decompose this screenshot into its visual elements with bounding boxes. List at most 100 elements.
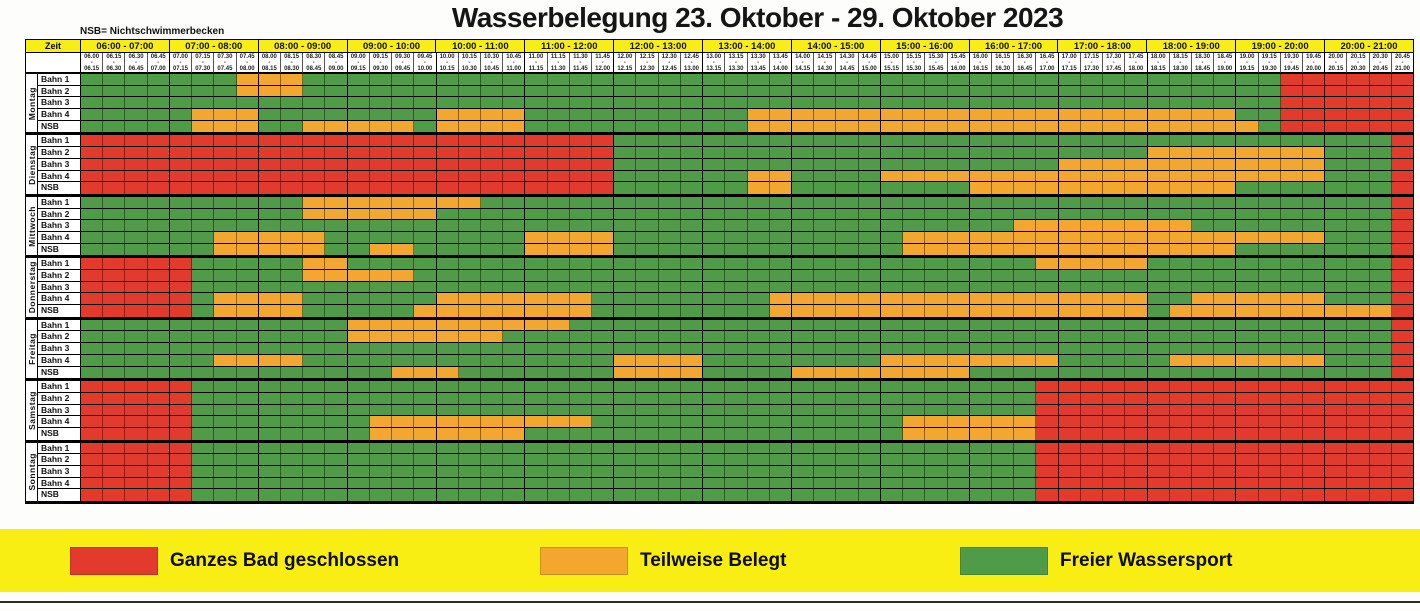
schedule-cell bbox=[725, 170, 748, 182]
schedule-cell bbox=[792, 381, 815, 392]
schedule-cell bbox=[258, 97, 281, 109]
schedule-cell bbox=[1103, 231, 1126, 243]
schedule-cell bbox=[169, 158, 193, 170]
schedule-cell bbox=[1058, 147, 1081, 158]
schedule-cell bbox=[836, 158, 859, 170]
schedule-cell bbox=[1169, 489, 1192, 502]
schedule-cell bbox=[1103, 135, 1126, 147]
schedule-cell bbox=[192, 281, 215, 293]
schedule-cell bbox=[1147, 147, 1170, 158]
schedule-cell bbox=[458, 231, 481, 243]
schedule-cell bbox=[1147, 477, 1170, 489]
schedule-cell bbox=[503, 208, 526, 220]
schedule-cell bbox=[125, 366, 148, 379]
schedule-cell bbox=[147, 208, 170, 220]
schedule-cell bbox=[1369, 220, 1392, 231]
schedule-cell bbox=[1080, 158, 1104, 170]
schedule-cell bbox=[169, 135, 193, 147]
schedule-cell bbox=[814, 231, 837, 243]
schedule-cell bbox=[525, 442, 548, 454]
schedule-cell bbox=[369, 454, 393, 465]
time-slot-header: 10.15-10.30 bbox=[458, 53, 481, 73]
schedule-cell bbox=[1391, 109, 1414, 120]
schedule-cell bbox=[436, 120, 459, 133]
hour-header-cell: 08:00 - 09:00 bbox=[258, 39, 348, 53]
schedule-cell bbox=[1036, 466, 1059, 477]
schedule-cell bbox=[1280, 74, 1304, 85]
schedule-cell bbox=[592, 305, 615, 317]
schedule-cell bbox=[592, 442, 615, 454]
schedule-cell bbox=[614, 170, 637, 182]
schedule-cell bbox=[1258, 208, 1281, 220]
schedule-cell bbox=[414, 220, 437, 231]
schedule-cell bbox=[858, 477, 881, 489]
schedule-cell bbox=[658, 392, 681, 404]
schedule-cell bbox=[325, 343, 348, 354]
schedule-cell bbox=[1236, 281, 1259, 293]
schedule-cell bbox=[814, 442, 837, 454]
schedule-cell bbox=[1191, 477, 1215, 489]
time-slot-header: 15.45-16.00 bbox=[947, 53, 970, 73]
schedule-cell bbox=[480, 442, 504, 454]
schedule-cell bbox=[436, 477, 459, 489]
schedule-cell bbox=[525, 466, 548, 477]
occupancy-strip bbox=[81, 158, 1414, 170]
lane-row: Bahn 1 bbox=[38, 442, 1414, 455]
schedule-cell bbox=[947, 466, 970, 477]
schedule-cell bbox=[103, 354, 126, 366]
time-slot-header: 13.00-13.15 bbox=[703, 53, 726, 73]
schedule-cell bbox=[1258, 366, 1281, 379]
schedule-cell bbox=[436, 220, 459, 231]
schedule-cell bbox=[280, 270, 304, 281]
schedule-cell bbox=[1169, 416, 1192, 427]
schedule-cell bbox=[1103, 270, 1126, 281]
schedule-cell bbox=[169, 331, 193, 343]
schedule-cell bbox=[436, 147, 459, 158]
schedule-cell bbox=[1125, 489, 1148, 502]
schedule-cell bbox=[503, 454, 526, 465]
schedule-cell bbox=[769, 331, 792, 343]
schedule-cell bbox=[747, 293, 770, 305]
schedule-cell bbox=[614, 305, 637, 317]
schedule-cell bbox=[169, 231, 193, 243]
schedule-cell bbox=[969, 231, 992, 243]
schedule-cell bbox=[725, 454, 748, 465]
schedule-cell bbox=[125, 416, 148, 427]
schedule-cell bbox=[569, 293, 593, 305]
time-slot-header: 15.15-15.30 bbox=[903, 53, 926, 73]
schedule-cell bbox=[858, 354, 881, 366]
schedule-cell bbox=[680, 281, 704, 293]
schedule-cell bbox=[1125, 281, 1148, 293]
legend-label: Freier Wassersport bbox=[1060, 549, 1233, 571]
schedule-cell bbox=[1303, 120, 1326, 133]
schedule-cell bbox=[991, 270, 1015, 281]
schedule-cell bbox=[636, 466, 659, 477]
schedule-cell bbox=[1280, 120, 1304, 133]
schedule-cell bbox=[747, 319, 770, 331]
schedule-cell bbox=[747, 243, 770, 256]
zeit-header-cell: Zeit bbox=[25, 39, 81, 53]
schedule-cell bbox=[836, 454, 859, 465]
schedule-cell bbox=[1391, 489, 1414, 502]
schedule-cell bbox=[703, 109, 726, 120]
schedule-cell bbox=[658, 477, 681, 489]
schedule-cell bbox=[1280, 305, 1304, 317]
time-slot-header: 16.00-16.15 bbox=[969, 53, 992, 73]
schedule-cell bbox=[1036, 220, 1059, 231]
schedule-cell bbox=[1236, 243, 1259, 256]
schedule-cell bbox=[325, 170, 348, 182]
lane-label: NSB bbox=[38, 366, 81, 379]
hour-header-cell: 12:00 - 13:00 bbox=[614, 39, 704, 53]
schedule-cell bbox=[436, 366, 459, 379]
schedule-cell bbox=[81, 208, 104, 220]
lane-row: NSB bbox=[38, 489, 1414, 502]
schedule-cell bbox=[236, 270, 259, 281]
schedule-cell bbox=[725, 305, 748, 317]
schedule-cell bbox=[1036, 305, 1059, 317]
schedule-cell bbox=[836, 442, 859, 454]
schedule-cell bbox=[680, 331, 704, 343]
schedule-cell bbox=[569, 243, 593, 256]
schedule-cell bbox=[303, 343, 326, 354]
schedule-cell bbox=[925, 281, 948, 293]
schedule-cell bbox=[1125, 158, 1148, 170]
